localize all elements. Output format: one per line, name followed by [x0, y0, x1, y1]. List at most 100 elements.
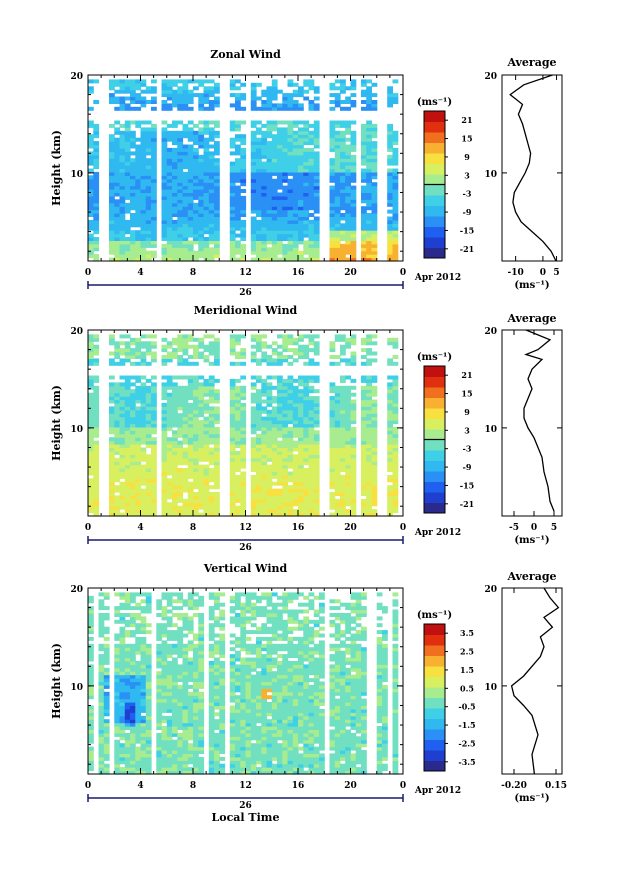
heat-cell: [298, 430, 304, 435]
heat-cell: [256, 389, 262, 394]
heat-cell: [203, 96, 210, 101]
heat-cell: [182, 351, 189, 356]
heat-cell: [109, 247, 115, 252]
heat-cell: [208, 457, 215, 462]
heat-cell: [119, 770, 126, 775]
heat-cell: [308, 141, 315, 146]
heat-cell: [198, 396, 205, 401]
heat-cell: [308, 416, 315, 421]
heat-cell: [145, 151, 152, 156]
heat-cell: [172, 509, 178, 514]
heat-cell: [135, 247, 142, 252]
heat-cell: [313, 389, 320, 394]
heat-cell: [366, 433, 372, 438]
heat-cell: [208, 375, 215, 380]
heat-cell: [313, 334, 320, 339]
heat-cell: [229, 202, 236, 207]
heat-cell: [145, 495, 152, 500]
heat-cell: [313, 123, 320, 128]
heat-cell: [329, 396, 336, 401]
heat-cell: [250, 399, 257, 404]
heat-cell: [145, 392, 152, 397]
heat-cell: [124, 134, 131, 139]
heat-cell: [250, 392, 257, 397]
heat-cell: [172, 420, 178, 425]
heat-cell: [145, 351, 152, 356]
heat-cell: [271, 509, 278, 514]
heat-cell: [203, 240, 210, 245]
heat-cell: [308, 195, 315, 200]
heat-cell: [124, 726, 131, 730]
heat-cell: [345, 127, 351, 132]
heat-cell: [187, 127, 194, 132]
heat-cell: [229, 151, 236, 156]
heat-cell: [308, 79, 315, 84]
heat-cell: [151, 498, 157, 503]
heat-cell: [103, 712, 110, 717]
heat-cell: [250, 189, 257, 193]
heat-cell: [114, 151, 121, 156]
heat-cell: [151, 406, 157, 411]
heat-cell: [161, 437, 168, 442]
heat-cell: [140, 355, 147, 359]
heat-cell: [140, 257, 147, 262]
heat-cell: [214, 409, 220, 414]
heat-cell: [114, 660, 121, 665]
heat-cell: [340, 151, 346, 156]
heat-cell: [235, 106, 241, 111]
heat-cell: [287, 402, 294, 407]
heat-cell: [282, 209, 289, 214]
heat-cell: [361, 233, 367, 238]
heat-cell: [145, 89, 152, 94]
heat-cell: [366, 93, 372, 98]
heat-cell: [392, 79, 399, 84]
heat-cell: [88, 416, 94, 421]
heat-cell: [172, 512, 178, 517]
heat-cell: [271, 202, 278, 207]
heat-cell: [261, 426, 268, 431]
heat-cell: [172, 474, 178, 479]
heat-cell: [166, 454, 173, 459]
heat-cell: [261, 237, 268, 241]
heat-cell: [229, 209, 236, 214]
heat-cell: [208, 426, 215, 431]
heat-cell: [256, 130, 262, 135]
heat-cell: [303, 120, 310, 125]
heat-cell: [261, 505, 268, 510]
heat-cell: [203, 151, 210, 156]
heat-cell: [250, 461, 257, 466]
heat-cell: [151, 440, 157, 445]
heat-cell: [98, 702, 105, 706]
heat-cell: [124, 712, 131, 717]
heat-cell: [334, 505, 341, 510]
heat-cell: [298, 464, 304, 469]
heat-cell: [329, 243, 336, 248]
heat-cell: [124, 382, 131, 387]
heat-cell: [203, 348, 210, 353]
heat-cell: [166, 96, 173, 101]
heat-cell: [124, 416, 131, 421]
heat-cell: [88, 606, 94, 611]
heat-cell: [135, 715, 142, 720]
heat-cell: [193, 192, 199, 197]
heat-cell: [350, 257, 357, 262]
heat-cell: [313, 433, 320, 438]
heat-cell: [119, 650, 126, 655]
heat-cell: [88, 378, 94, 383]
heat-cell: [177, 93, 184, 98]
heat-cell: [109, 230, 115, 235]
heat-cell: [177, 457, 184, 462]
heat-cell: [135, 385, 142, 390]
heat-cell: [193, 185, 199, 190]
x-tick-label: 16: [292, 523, 305, 533]
heat-cell: [109, 440, 115, 445]
heat-cell: [214, 478, 220, 483]
heat-cell: [161, 392, 168, 397]
heat-cell: [88, 420, 94, 425]
heat-cell: [229, 430, 236, 435]
heat-cell: [313, 127, 320, 132]
heat-cell: [371, 182, 378, 187]
heat-cell: [124, 681, 131, 686]
heat-cell: [292, 440, 299, 445]
